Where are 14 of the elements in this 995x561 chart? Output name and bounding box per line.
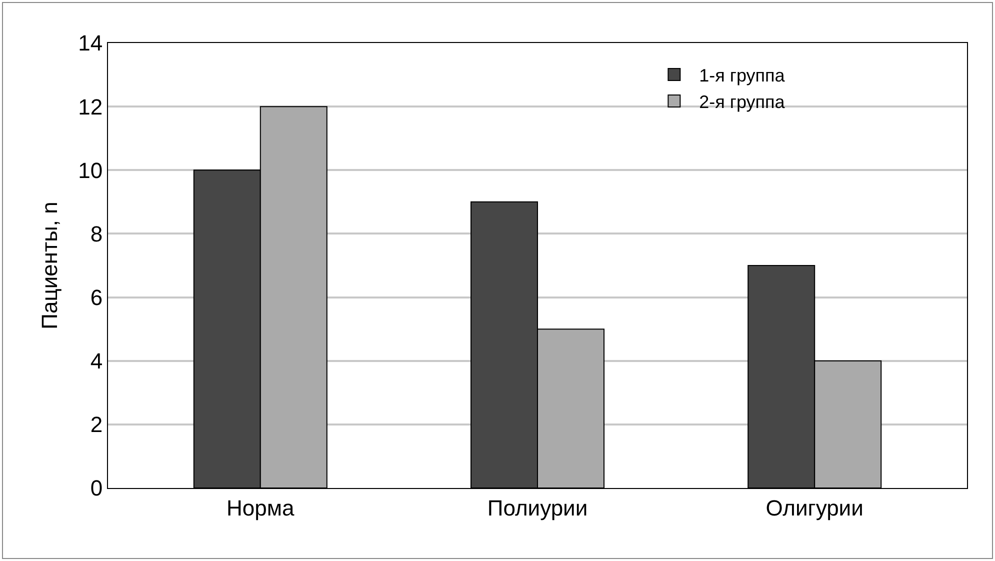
legend-label: 2-я группа (699, 92, 786, 112)
x-tick-label: Норма (226, 495, 296, 520)
x-tick-label: Олигурии (766, 495, 864, 520)
y-tick-label: 6 (90, 284, 103, 310)
y-tick-label: 12 (78, 94, 103, 120)
y-tick-label: 2 (90, 412, 103, 438)
y-tick-label: 14 (78, 30, 103, 56)
y-tick-label: 8 (90, 221, 103, 246)
y-tick-label: 4 (90, 348, 103, 374)
y-tick-label: 10 (78, 158, 103, 183)
legend-label: 1-я группа (699, 66, 786, 86)
y-axis-title: Пациенты, n (36, 202, 62, 330)
y-tick-label: 0 (90, 476, 103, 501)
x-tick-label: Полиурии (487, 495, 588, 520)
